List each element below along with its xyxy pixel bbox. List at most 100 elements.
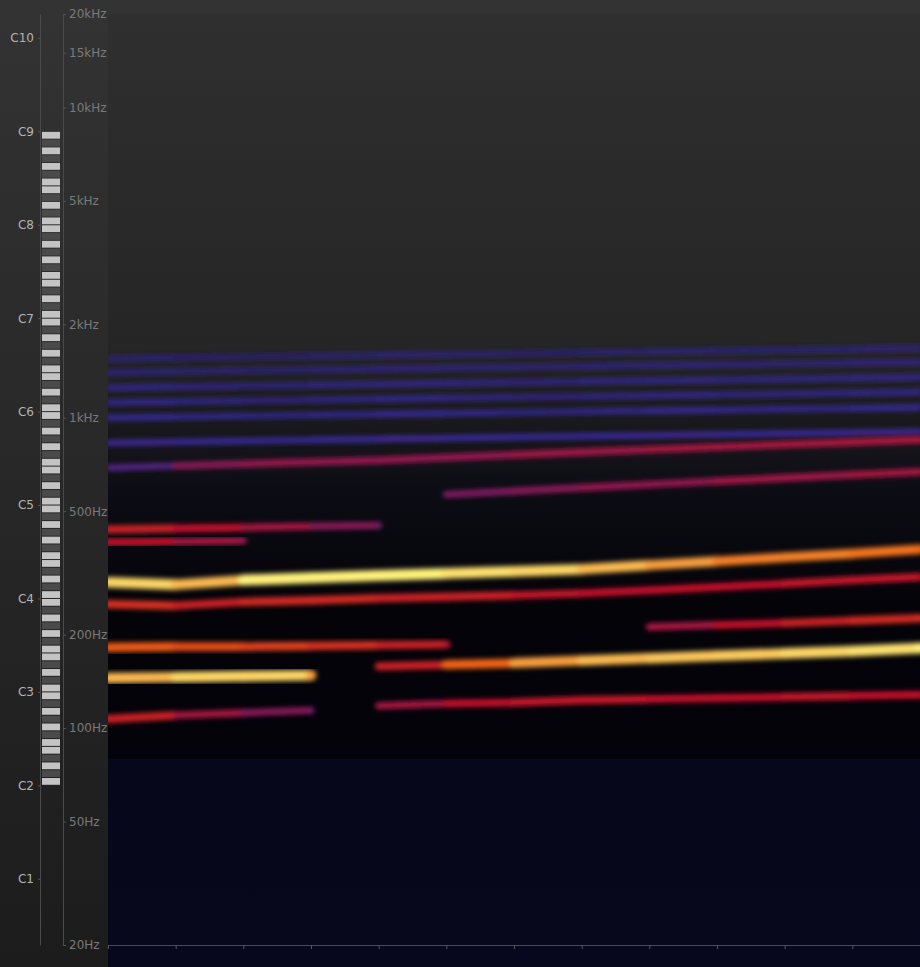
- piano-key: [42, 256, 60, 263]
- tick-label: 2kHz: [69, 318, 99, 332]
- track-segment: [852, 472, 920, 475]
- track-segment: [785, 347, 853, 353]
- tick: C8: [18, 218, 40, 232]
- piano-key: [42, 692, 60, 699]
- track-segment: [243, 382, 311, 388]
- track-segment: [582, 658, 650, 660]
- tick-mark: [38, 505, 40, 506]
- track-segment: [243, 412, 311, 418]
- tick-mark: [63, 14, 66, 15]
- tick-mark: [63, 107, 66, 108]
- harmonic-track: [108, 362, 920, 372]
- tick-mark: [176, 945, 177, 949]
- harmonic-track: [379, 695, 920, 706]
- track-segment: [514, 661, 582, 663]
- track-segment: [717, 697, 785, 698]
- track-segment: [176, 383, 244, 389]
- tick: C4: [18, 592, 40, 606]
- piano-key: [42, 762, 60, 769]
- track-segment: [852, 618, 920, 620]
- tick-mark: [379, 945, 380, 949]
- tick-label: C6: [18, 405, 34, 419]
- track-segment: [582, 450, 650, 453]
- piano-key: [42, 467, 60, 474]
- piano-key: [42, 443, 60, 450]
- track-segment: [785, 390, 853, 396]
- harmonic-track: [108, 644, 446, 647]
- track-segment: [379, 395, 447, 401]
- tick-mark: [63, 53, 66, 54]
- track-segment: [785, 430, 853, 437]
- track-segment: [649, 481, 717, 484]
- piano-key: [42, 311, 60, 318]
- tick-label: C8: [18, 218, 34, 232]
- piano-key: [42, 155, 60, 162]
- tick: C7: [18, 312, 40, 326]
- track-segment: [852, 405, 920, 412]
- piano-key: [42, 280, 60, 287]
- track-segment: [108, 355, 176, 361]
- track-segment: [243, 462, 311, 464]
- tick-mark: [852, 945, 853, 949]
- piano-key: [42, 755, 60, 762]
- track-segment: [649, 656, 717, 658]
- track-segment: [176, 642, 244, 651]
- track-segment: [446, 702, 514, 703]
- piano-keyboard: [42, 132, 60, 785]
- track-segment: [582, 699, 650, 700]
- track-segment: [379, 457, 447, 460]
- track-segment: [785, 360, 853, 366]
- track-segment: [514, 488, 582, 491]
- piano-key: [42, 241, 60, 248]
- piano-key: [42, 365, 60, 372]
- harmonic-track: [379, 648, 920, 666]
- track-segment: [176, 671, 244, 683]
- tick: 15kHz: [63, 46, 107, 60]
- track-segment: [311, 576, 379, 578]
- tick: [176, 945, 177, 949]
- piano-key: [42, 147, 60, 154]
- track-segment: [108, 439, 176, 446]
- piano-key: [42, 381, 60, 388]
- track-segment: [243, 710, 311, 712]
- tick: [514, 945, 515, 949]
- tick-label: 200Hz: [69, 628, 107, 642]
- track-segment: [514, 452, 582, 455]
- x-axis: [109, 945, 920, 949]
- track-segment: [514, 379, 582, 385]
- track-segment: [852, 375, 920, 381]
- track-segment: [446, 394, 514, 400]
- track-segment: [379, 665, 447, 667]
- tick-mark: [38, 785, 40, 786]
- harmonic-track: [649, 618, 920, 627]
- tick: [108, 945, 109, 949]
- track-segment: [514, 350, 582, 356]
- piano-key: [42, 218, 60, 225]
- track-segment: [243, 397, 311, 403]
- track-segment: [379, 641, 447, 650]
- tick-mark: [38, 412, 40, 413]
- track-segment: [243, 670, 311, 682]
- track-segment: [446, 595, 514, 597]
- track-segment: [582, 408, 650, 414]
- piano-key: [42, 568, 60, 575]
- track-segment: [717, 406, 785, 412]
- piano-key: [42, 770, 60, 777]
- tick-mark: [38, 38, 40, 39]
- track-segment: [108, 414, 176, 421]
- track-segment: [108, 466, 176, 468]
- axis-line: [63, 15, 64, 946]
- piano-key: [42, 288, 60, 295]
- track-segment: [717, 361, 785, 367]
- track-segment: [379, 704, 447, 706]
- tick: 50Hz: [63, 815, 100, 829]
- harmonic-track: [108, 407, 920, 417]
- track-segment: [446, 351, 514, 357]
- track-segment: [379, 411, 447, 417]
- track-segment: [108, 524, 176, 533]
- piano-key: [42, 404, 60, 411]
- tick-label: 15kHz: [69, 46, 107, 60]
- piano-key: [42, 646, 60, 653]
- tick-mark: [38, 879, 40, 880]
- chart: 20Hz50Hz100Hz200Hz500Hz1kHz2kHz5kHz10kHz…: [0, 0, 920, 967]
